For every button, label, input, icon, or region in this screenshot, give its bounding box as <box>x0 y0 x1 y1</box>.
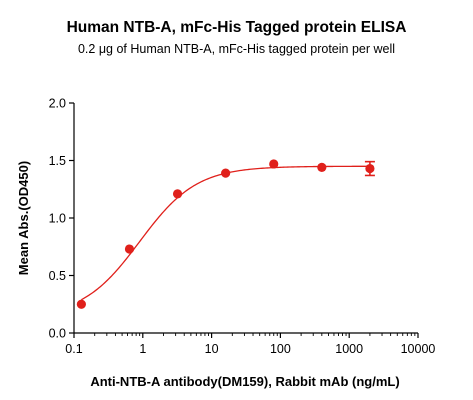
y-tick-label: 1.5 <box>49 154 66 168</box>
plot-area: 0.0 0.5 1.0 1.5 2.0 0.1 1 10 100 1000 10000 <box>49 97 436 357</box>
subtitle-unit: μg <box>99 42 113 56</box>
x-tick-label: 10 <box>205 342 219 356</box>
x-tick-label: 1000 <box>335 342 363 356</box>
x-tick-label: 100 <box>270 342 291 356</box>
chart-subtitle: 0.2 μg of Human NTB-A, mFc-His tagged pr… <box>78 42 395 56</box>
data-point <box>172 189 183 199</box>
chart-title: Human NTB-A, mFc-His Tagged protein ELIS… <box>67 19 407 36</box>
subtitle-suffix: of Human NTB-A, mFc-His tagged protein p… <box>113 42 395 56</box>
x-tick-label: 1 <box>139 342 146 356</box>
y-tick-label: 0.5 <box>49 269 66 283</box>
data-point <box>269 159 279 169</box>
subtitle-prefix: 0.2 <box>78 42 99 56</box>
data-point <box>124 244 135 254</box>
x-tick-label: 10000 <box>401 342 436 356</box>
fit-curve <box>81 165 370 301</box>
y-tick-label: 1.0 <box>49 212 66 226</box>
data-point <box>317 162 327 172</box>
data-point <box>221 168 231 178</box>
x-axis-label: Anti-NTB-A antibody(DM159), Rabbit mAb (… <box>90 374 399 389</box>
data-point <box>76 299 86 309</box>
y-tick-label: 2.0 <box>49 97 66 111</box>
y-axis-label: Mean Abs.(OD450) <box>16 161 31 275</box>
y-tick-label: 0.0 <box>49 327 66 341</box>
x-tick-label: 0.1 <box>65 342 82 356</box>
data-point <box>365 163 375 174</box>
